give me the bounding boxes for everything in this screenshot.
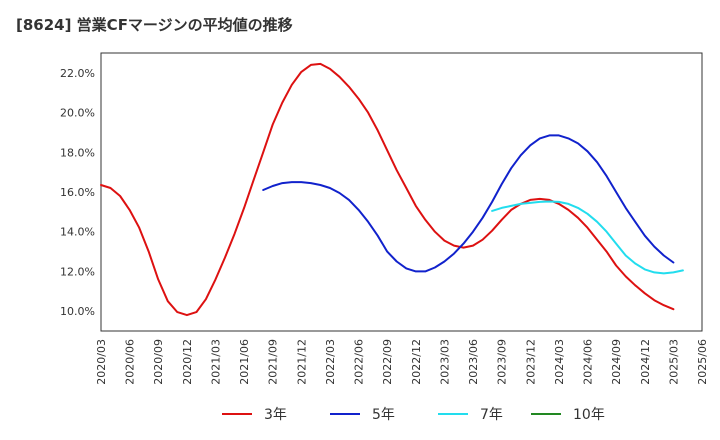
x-tick-label: 2025/03: [667, 339, 680, 385]
series-line: [100, 62, 675, 317]
x-tick-label: 2024/12: [639, 339, 652, 385]
x-tick-label: 2020/12: [181, 339, 194, 385]
series-line: [262, 134, 675, 273]
x-tick-label: 2020/03: [95, 339, 108, 385]
x-tick-label: 2023/03: [438, 339, 451, 385]
series-line: [491, 200, 684, 275]
x-tick-label: 2021/03: [209, 339, 222, 385]
x-tick-label: 2023/06: [467, 339, 480, 385]
y-tick-label: 18.0%: [60, 146, 95, 159]
x-tick-label: 2022/09: [381, 339, 394, 385]
axes: 10.0% 12.0% 14.0% 16.0% 18.0% 20.0% 22.0% 2020/…: [60, 52, 709, 385]
plot-frame: [100, 52, 703, 332]
x-tick-label: 2021/06: [238, 339, 251, 385]
x-tick-label: 2025/06: [696, 339, 709, 385]
x-tick-label: 2020/09: [152, 339, 165, 385]
x-tick-label: 2022/12: [410, 339, 423, 385]
y-tick-label: 12.0%: [60, 265, 95, 278]
x-tick-label: 2020/06: [124, 339, 137, 385]
x-tick-label: 2023/12: [524, 339, 537, 385]
x-tick-label: 2023/09: [496, 339, 509, 385]
legend-label: 7年: [480, 407, 503, 423]
y-tick-label: 14.0%: [60, 226, 95, 239]
legend: 3年 5年 7年 10年: [222, 407, 605, 423]
legend-label: 5年: [372, 407, 395, 423]
x-tick-label: 2022/06: [353, 339, 366, 385]
y-tick-label: 22.0%: [60, 67, 95, 80]
series-lines: [100, 62, 684, 317]
x-tick-label: 2024/03: [553, 339, 566, 385]
legend-label: 3年: [264, 407, 287, 423]
x-tick-label: 2021/12: [295, 339, 308, 385]
y-tick-label: 16.0%: [60, 186, 95, 199]
chart-title: [8624] 営業CFマージンの平均値の推移: [16, 16, 293, 34]
y-tick-label: 10.0%: [60, 305, 95, 318]
y-tick-label: 20.0%: [60, 107, 95, 120]
x-tick-label: 2024/06: [582, 339, 595, 385]
x-tick-label: 2021/09: [267, 339, 280, 385]
x-tick-label: 2022/03: [324, 339, 337, 385]
x-tick-label: 2024/09: [610, 339, 623, 385]
legend-label: 10年: [573, 407, 605, 423]
